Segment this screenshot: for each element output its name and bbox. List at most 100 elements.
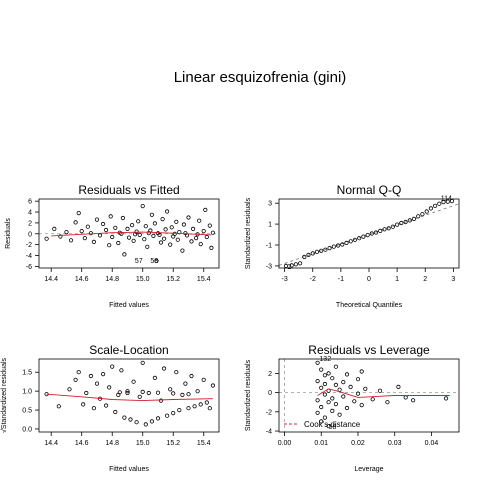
data-point [333,382,338,387]
data-point [197,218,202,223]
x-tick-label: 15.0 [136,440,150,447]
data-point [169,225,174,230]
y-tick-label: 0 [28,231,32,238]
data-point [140,360,145,365]
data-point [315,398,320,403]
data-point [361,234,366,239]
data-point [94,381,100,386]
plot-frame [278,358,460,433]
data-point [204,234,209,240]
x-tick-label: 0.03 [388,440,402,447]
data-point [424,209,429,214]
data-point [104,403,109,408]
data-point [125,390,130,396]
data-point [344,240,349,245]
data-point [113,225,118,230]
data-point [146,390,151,396]
y-tick-label: 3 [268,201,272,208]
data-point [76,370,81,375]
data-point [137,394,142,399]
data-point [177,407,182,413]
data-point [110,234,115,240]
data-point [79,229,84,234]
x-tick-label: 0.04 [425,440,439,447]
data-point [174,219,179,224]
data-point [126,235,132,240]
data-point [189,373,194,379]
y-tick-label: -4 [26,253,32,260]
x-tick-label: 15.2 [166,276,180,283]
data-point [449,199,455,204]
y-tick-label: -6 [26,264,32,271]
data-point [289,263,294,268]
data-point [348,239,353,244]
data-point [203,207,208,212]
data-point [107,243,112,248]
data-point [207,406,212,411]
data-point [390,224,395,229]
data-point [365,233,370,238]
data-point [333,401,338,407]
y-tick-label: -2 [266,409,272,416]
y-tick-label: -2 [26,242,32,249]
data-point [140,389,145,394]
data-point [130,223,135,228]
data-point [168,242,173,247]
x-tick-label: 15.2 [166,440,180,447]
residuals-vs-fitted-panel: Residuals vs Fitted 57 58 14.4 14.6 14.8 15.0 1… [5,183,220,309]
data-point [157,232,162,237]
data-point [319,385,324,390]
data-point [191,226,196,231]
data-point [363,386,368,391]
figure-title: Linear esquizofrenia (gini) [174,69,347,86]
data-point [331,244,336,249]
data-point [189,239,194,244]
qq-reference-line [278,203,460,266]
data-point [359,369,364,374]
data-point [322,392,327,397]
y-tick-label: 6 [28,199,32,206]
data-point [154,258,159,263]
data-point [119,368,124,373]
data-point [420,212,425,217]
data-point [399,220,404,226]
x-axis-label: Fitted values [109,302,149,309]
x-axis-label: Fitted values [109,466,149,473]
x-tick-label: 14.6 [75,440,89,447]
data-point [370,397,375,402]
data-point [97,233,103,238]
data-point [437,201,442,206]
data-point [136,219,141,224]
data-point [377,388,383,393]
data-point [201,377,206,382]
data-point [198,242,203,247]
data-point [192,404,197,409]
data-point [322,381,327,387]
data-point [322,373,327,378]
data-point [194,236,199,241]
data-point [84,390,89,396]
point-label: 132 [319,356,331,363]
data-point [113,409,118,415]
data-point [160,217,165,222]
data-point [76,211,81,216]
data-point [207,223,212,228]
x-tick-label: 15.4 [197,276,211,283]
data-point [416,214,421,219]
panel-title: Normal Q-Q [337,183,402,197]
data-point [131,238,136,243]
data-point [131,379,136,384]
data-point [172,231,177,236]
x-tick-label: 0.00 [278,440,292,447]
data-point [158,398,164,403]
data-point [382,227,387,232]
data-point [428,206,433,211]
x-tick-label: -2 [310,276,316,283]
x-tick-label: 1 [395,276,399,283]
x-tick-label: 0 [367,276,371,283]
data-point [396,384,401,389]
data-point [385,400,390,405]
y-tick-label: 0.5 [22,408,32,415]
